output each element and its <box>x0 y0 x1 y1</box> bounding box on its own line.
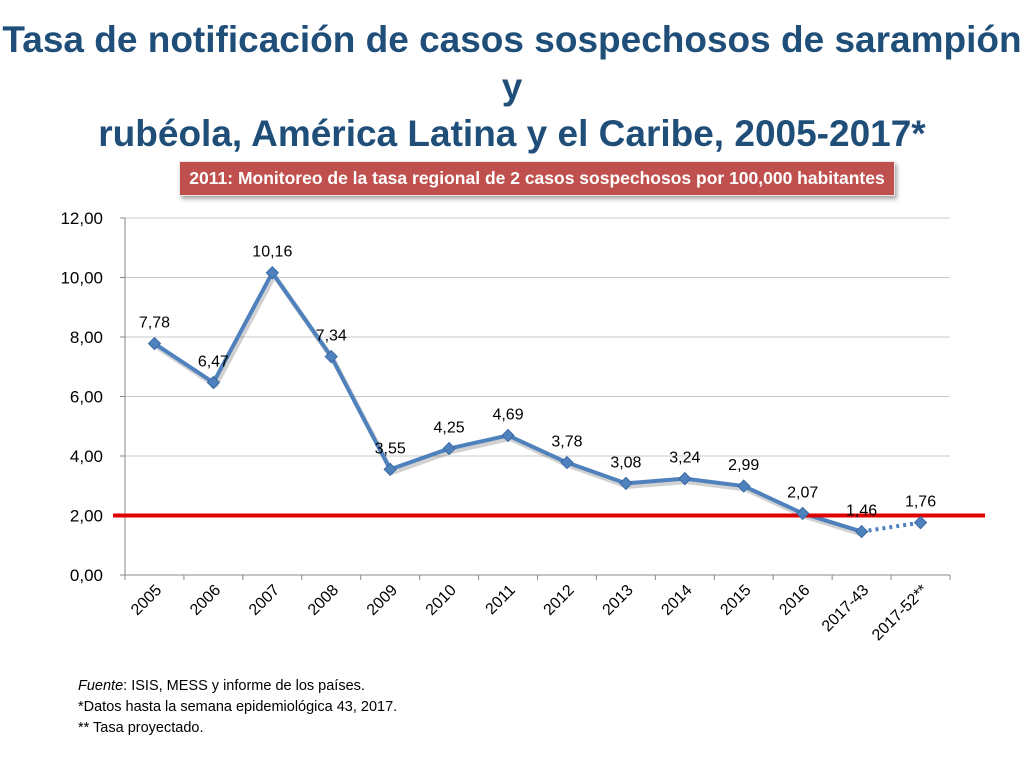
data-label: 7,78 <box>139 315 170 332</box>
data-label: 1,46 <box>846 503 877 520</box>
x-tick-label: 2016 <box>776 582 813 619</box>
data-point <box>795 506 810 521</box>
x-tick-label: 2012 <box>541 582 578 619</box>
data-label: 4,25 <box>434 420 465 437</box>
title-line-2: rubéola, América Latina y el Caribe, 200… <box>98 113 926 154</box>
series-line-shadow <box>155 273 865 537</box>
data-point <box>854 524 869 539</box>
data-point <box>383 462 397 477</box>
data-point <box>324 349 338 364</box>
x-tick-label: 2007 <box>246 582 283 619</box>
y-tick-label: 4,00 <box>70 447 103 466</box>
x-tick-label: 2010 <box>423 582 460 619</box>
data-point <box>147 336 162 351</box>
data-point <box>501 428 515 443</box>
data-label: 6,47 <box>198 354 229 371</box>
data-point <box>560 455 574 470</box>
data-label: 3,08 <box>610 454 641 471</box>
y-tick-label: 12,00 <box>60 209 103 228</box>
x-tick-label: 2011 <box>483 582 519 618</box>
series-line-projected <box>861 520 921 534</box>
data-point <box>619 476 633 491</box>
y-tick-label: 0,00 <box>70 566 103 585</box>
data-label: 10,16 <box>252 244 292 261</box>
x-tick-label: 2013 <box>600 582 637 619</box>
data-point <box>737 479 751 493</box>
data-label: 3,78 <box>551 434 582 451</box>
y-tick-label: 6,00 <box>70 388 103 407</box>
x-tick-label: 2005 <box>128 582 165 619</box>
x-tick-label: 2017-43 <box>819 582 873 636</box>
data-label: 7,34 <box>316 328 347 345</box>
data-label: 4,69 <box>492 406 523 423</box>
data-point <box>678 471 692 486</box>
series-line <box>153 270 863 534</box>
x-tick-label: 2009 <box>364 582 401 619</box>
data-point <box>265 266 280 280</box>
x-tick-label: 2015 <box>717 582 754 619</box>
data-label: 3,24 <box>669 450 700 467</box>
data-point <box>442 441 456 456</box>
title-line-1: Tasa de notificación de casos sospechoso… <box>2 19 1022 107</box>
source-label: Fuente <box>78 678 124 694</box>
x-tick-label: 2006 <box>187 582 224 619</box>
data-label: 1,76 <box>905 494 936 511</box>
data-label: 2,07 <box>787 484 818 501</box>
page-title: Tasa de notificación de casos sospechoso… <box>0 16 1024 157</box>
projection-note: ** Tasa proyectado. <box>78 720 204 736</box>
data-point <box>206 375 221 390</box>
data-label: 3,55 <box>375 440 406 457</box>
threshold-banner: 2011: Monitoreo de la tasa regional de 2… <box>179 161 895 196</box>
source-note: Fuente: ISIS, MESS y informe de los país… <box>78 676 397 697</box>
data-point <box>913 515 928 530</box>
y-tick-label: 10,00 <box>60 269 103 288</box>
footnotes: Fuente: ISIS, MESS y informe de los país… <box>78 676 397 739</box>
data-label: 2,99 <box>728 457 759 474</box>
y-tick-label: 2,00 <box>70 507 103 526</box>
source-text: : ISIS, MESS y informe de los países. <box>123 678 365 694</box>
x-tick-label: 2008 <box>305 582 342 619</box>
x-tick-label: 2014 <box>658 582 695 619</box>
x-tick-label: 2017-52** <box>869 582 931 644</box>
y-tick-label: 8,00 <box>70 328 103 347</box>
data-note: *Datos hasta la semana epidemiológica 43… <box>78 699 398 715</box>
